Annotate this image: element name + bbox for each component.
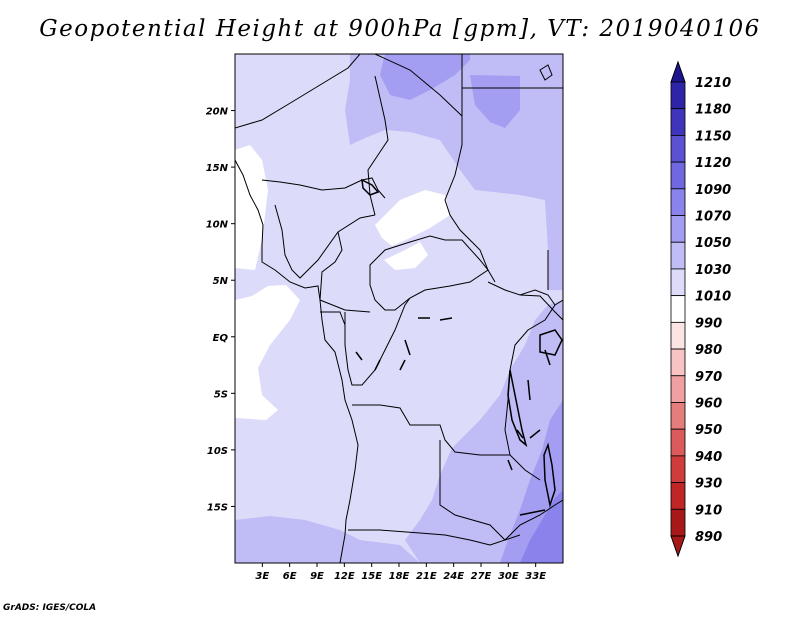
country-borders — [235, 54, 563, 563]
longitude-axis: 3E 6E 9E 12E 15E 18E 21E 24E 27E 30E 33E — [255, 563, 546, 582]
lat-tick-label: 10S — [207, 446, 228, 457]
lon-tick-label: 27E — [471, 571, 492, 582]
lat-tick-label: 5N — [213, 276, 229, 287]
field-990-central2 — [384, 242, 428, 270]
colorbar-label: 1120 — [695, 156, 731, 171]
lon-tick-label: 21E — [416, 571, 437, 582]
colorbar-label: 1210 — [695, 76, 731, 91]
colorbar-swatch — [670, 321, 686, 350]
lake-malawi — [543, 442, 556, 508]
lon-tick-label: 33E — [525, 571, 546, 582]
colorbar-swatch — [670, 108, 686, 136]
colorbar-min-triangle — [670, 535, 686, 558]
border-car — [369, 235, 489, 311]
colorbar-label: 1050 — [695, 236, 731, 251]
lake-kariba — [519, 509, 546, 516]
grads-credit: GrADS: IGES/COLA — [3, 603, 97, 613]
colorbar-label: 1030 — [695, 263, 731, 278]
coastline-west — [235, 159, 359, 563]
colorbar-label: 940 — [695, 450, 722, 465]
field-1030-southwest — [235, 516, 420, 563]
rift-lakes — [507, 349, 551, 471]
lat-tick-label: EQ — [213, 333, 229, 344]
border-zambia-south — [489, 499, 563, 546]
border-chad-sudan — [374, 54, 496, 283]
colorbar-swatch — [670, 215, 686, 243]
lat-tick-label: 10N — [206, 220, 229, 231]
shaded-field — [235, 54, 563, 563]
map-title: Geopotential Height at 900hPa [gpm], VT:… — [39, 16, 761, 42]
lon-tick-label: 3E — [255, 571, 269, 582]
field-990-west — [235, 285, 300, 420]
border-congo-drc — [344, 297, 411, 386]
border-niger-chad — [367, 75, 389, 216]
field-1070-southeast — [520, 490, 563, 563]
lon-tick-label: 30E — [498, 571, 519, 582]
border-drc-east — [487, 281, 556, 481]
lat-tick-label: 15N — [206, 163, 229, 174]
border-drc-angola — [352, 404, 510, 456]
lon-tick-label: 12E — [334, 571, 355, 582]
field-990-central — [375, 190, 450, 246]
colorbar-label: 1180 — [695, 103, 731, 118]
colorbar-label: 1150 — [695, 129, 731, 144]
lake-chad — [361, 178, 380, 196]
colorbar-swatch — [670, 375, 686, 403]
field-1030-southeast — [405, 300, 563, 563]
border-cameroon — [319, 231, 371, 313]
colorbar-label: 930 — [695, 477, 722, 492]
colorbar-label: 890 — [695, 530, 722, 545]
colorbar-label: 990 — [695, 316, 722, 331]
colorbar-swatch — [670, 188, 686, 216]
lat-tick-label: 20N — [206, 107, 229, 118]
colorbar-swatch — [670, 241, 686, 270]
colorbar-swatch — [670, 348, 686, 377]
lat-tick-label: 15S — [207, 502, 228, 513]
colorbar-swatch — [670, 135, 686, 163]
lon-tick-label: 6E — [283, 571, 297, 582]
lon-tick-label: 15E — [361, 571, 382, 582]
congo-river — [355, 317, 453, 371]
colorbar-swatch — [670, 268, 686, 297]
border-nigeria — [274, 204, 376, 279]
latitude-axis: 20N 15N 10N 5N EQ 5S 10S 15S — [206, 107, 235, 513]
colorbar-label: 950 — [695, 423, 722, 438]
lake-victoria — [539, 329, 563, 356]
lake-tanganyika — [507, 369, 528, 448]
lon-tick-label: 18E — [389, 571, 410, 582]
colorbar-max-triangle — [670, 60, 686, 83]
colorbar-label: 980 — [695, 343, 722, 358]
lon-tick-label: 9E — [310, 571, 324, 582]
colorbar-label: 1010 — [695, 290, 731, 305]
field-1050-north — [380, 54, 470, 100]
colorbar-label: 1070 — [695, 210, 731, 225]
colorbar-swatch — [670, 295, 686, 323]
colorbar-swatch — [670, 81, 686, 110]
colorbar-label: 910 — [695, 503, 722, 518]
island-ne — [539, 64, 553, 81]
colorbar-label: 960 — [695, 396, 722, 411]
colorbar-swatch — [670, 455, 686, 483]
lat-tick-label: 5S — [214, 389, 228, 400]
colorbar-swatch — [670, 428, 686, 457]
border-east-africa — [519, 250, 563, 321]
colorbar-swatch — [670, 508, 686, 537]
border-gabon — [320, 311, 346, 326]
border-angola-namibia — [348, 529, 491, 546]
colorbar: 1210 1180 1150 1120 1090 1070 1050 1030 1010 990 9… — [670, 60, 731, 558]
colorbar-swatch — [670, 402, 686, 430]
colorbar-label: 1090 — [695, 183, 731, 198]
colorbar-swatch — [670, 482, 686, 510]
lon-tick-label: 24E — [443, 571, 464, 582]
border-nw — [235, 54, 361, 129]
border-mali-niger — [261, 177, 386, 199]
colorbar-swatch — [670, 161, 686, 190]
colorbar-label: 970 — [695, 370, 722, 385]
